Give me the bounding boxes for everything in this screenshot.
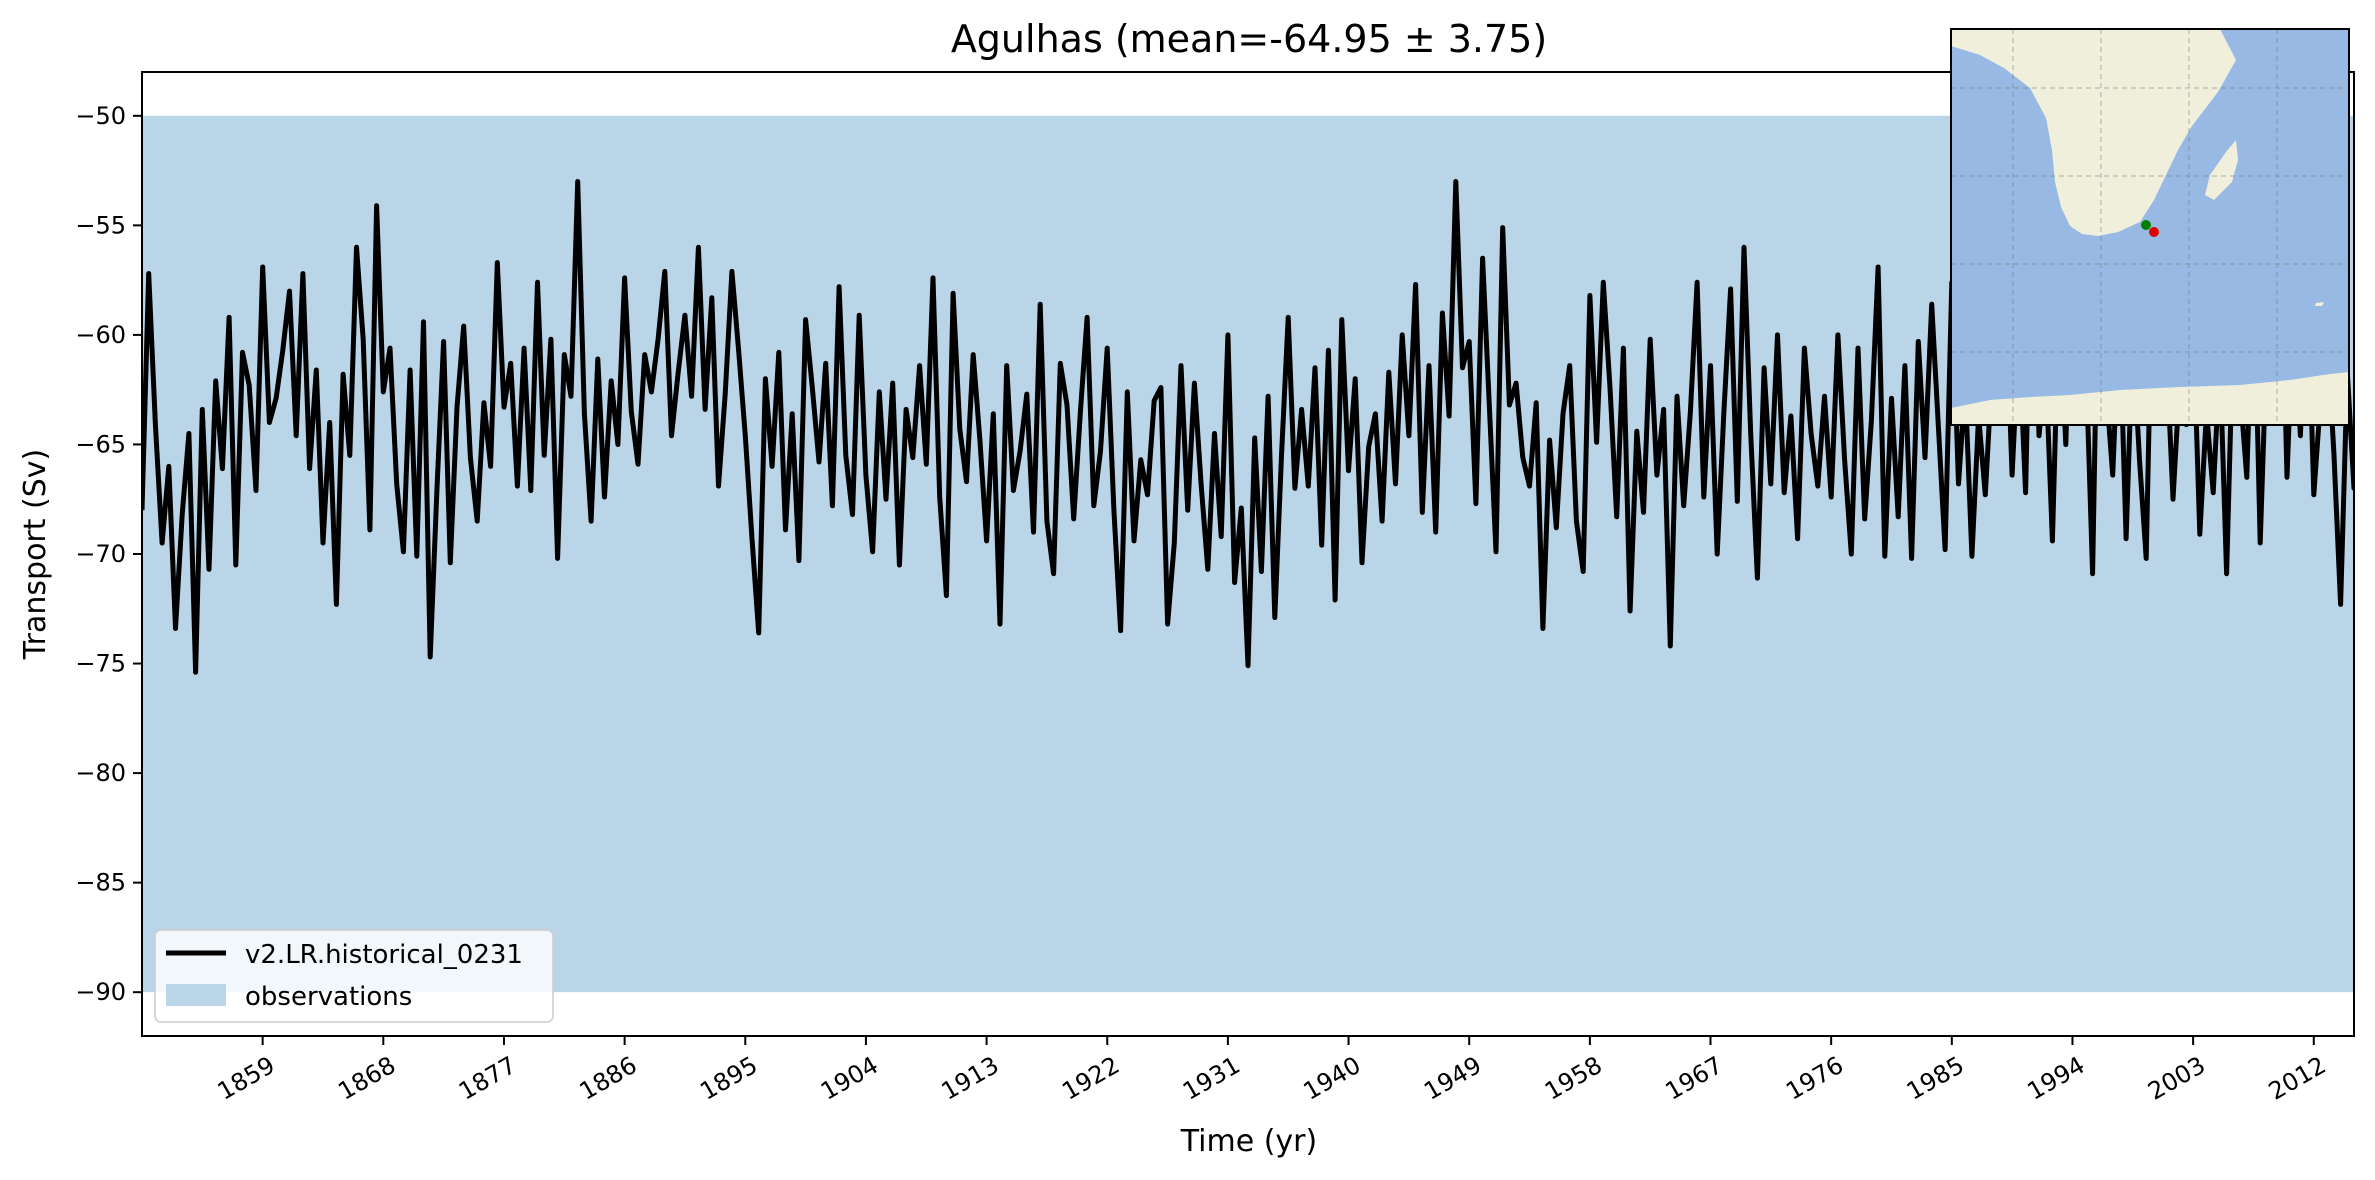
- legend-label-observations: observations: [245, 982, 412, 1012]
- y-tick-label: −60: [75, 321, 126, 349]
- y-tick-label: −50: [75, 102, 126, 130]
- x-tick-label: 1895: [695, 1051, 762, 1106]
- y-tick-label: −85: [75, 869, 126, 897]
- legend-label-series: v2.LR.historical_0231: [245, 940, 523, 970]
- chart-title: Agulhas (mean=-64.95 ± 3.75): [951, 17, 1547, 61]
- y-tick-label: −55: [75, 211, 126, 239]
- map-small-island: [2315, 302, 2324, 306]
- y-tick-label: −70: [75, 540, 126, 568]
- y-axis: −50 −55 −60 −65 −70 −75 −80 −85 −90: [75, 102, 142, 1006]
- x-tick-label: 1976: [1781, 1051, 1848, 1106]
- y-tick-label: −75: [75, 650, 126, 678]
- x-tick-label: 1931: [1178, 1051, 1245, 1106]
- x-tick-label: 1886: [575, 1051, 642, 1106]
- map-africa: [1951, 29, 2236, 236]
- legend-band-swatch: [166, 984, 226, 1006]
- x-tick-label: 2012: [2264, 1051, 2331, 1106]
- legend: v2.LR.historical_0231 observations: [154, 929, 554, 1023]
- map-marker-green: [2141, 220, 2151, 230]
- x-tick-label: 1868: [333, 1051, 400, 1106]
- y-tick-label: −80: [75, 759, 126, 787]
- x-tick-label: 1994: [2023, 1051, 2090, 1106]
- map-antarctica: [1951, 372, 2349, 425]
- x-tick-label: 1940: [1299, 1051, 1366, 1106]
- x-tick-label: 1859: [213, 1051, 280, 1106]
- map-marker-red: [2149, 227, 2159, 237]
- inset-map-frame: [1950, 28, 2350, 426]
- x-tick-label: 1985: [1902, 1051, 1969, 1106]
- x-tick-label: 1877: [454, 1051, 521, 1106]
- x-tick-label: 1949: [1419, 1051, 1486, 1106]
- x-tick-label: 1904: [816, 1051, 883, 1106]
- x-tick-label: 1922: [1057, 1051, 1124, 1106]
- x-tick-label: 1958: [1540, 1051, 1607, 1106]
- x-axis: 1859 1868 1877 1886 1895 1904 1913 1922 1931 1940…: [213, 1036, 2331, 1106]
- y-tick-label: −65: [75, 430, 126, 458]
- inset-map: [1950, 28, 2350, 426]
- x-tick-label: 1967: [1661, 1051, 1728, 1106]
- y-axis-label: Transport (Sv): [18, 449, 53, 661]
- x-tick-label: 1913: [937, 1051, 1004, 1106]
- legend-box: [154, 929, 554, 1023]
- y-tick-label: −90: [75, 978, 126, 1006]
- x-tick-label: 2003: [2143, 1051, 2210, 1106]
- map-gridlines: [1951, 29, 2349, 425]
- map-madagascar: [2205, 140, 2238, 200]
- x-axis-label: Time (yr): [1180, 1124, 1317, 1159]
